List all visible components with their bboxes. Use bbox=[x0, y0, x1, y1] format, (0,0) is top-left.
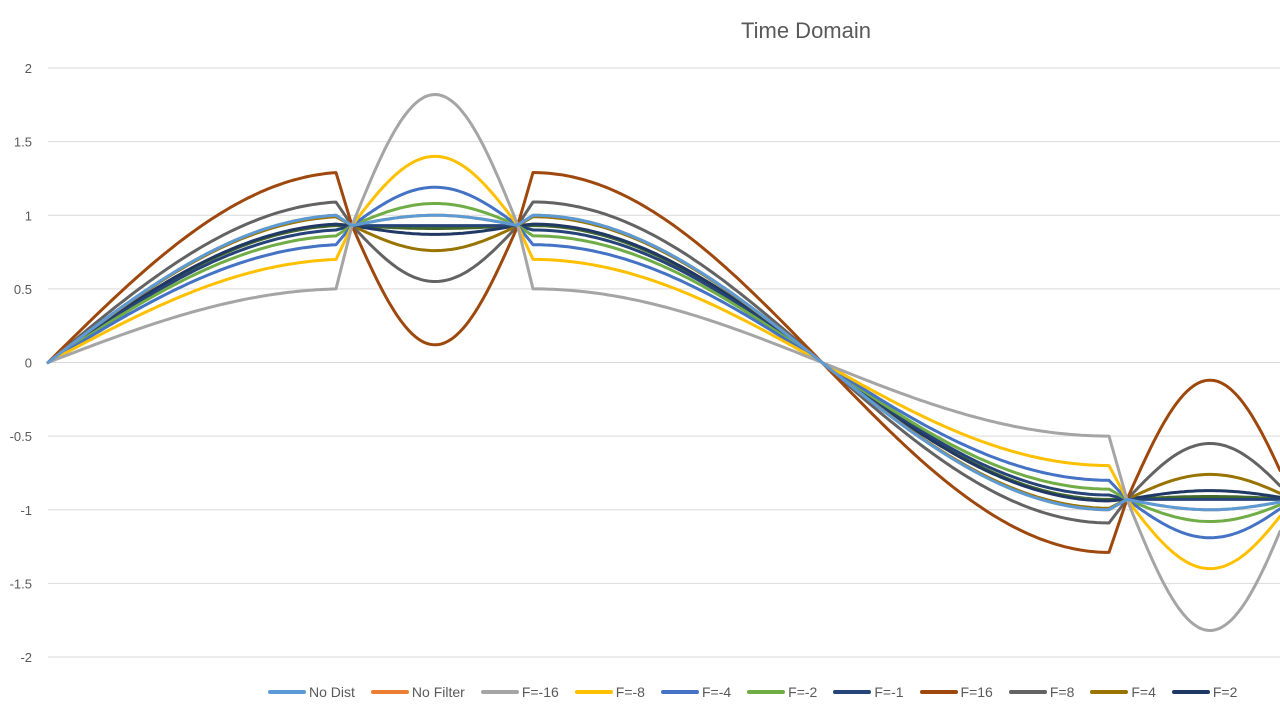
y-tick-label: 0.5 bbox=[14, 282, 32, 297]
legend-swatch bbox=[747, 690, 786, 694]
legend-swatch bbox=[370, 690, 409, 694]
legend-swatch bbox=[268, 690, 306, 694]
y-tick-label: -1.5 bbox=[10, 576, 32, 591]
series-line-f-4 bbox=[46, 185, 1280, 540]
legend-label: F=-4 bbox=[701, 684, 732, 700]
legend-label: F=8 bbox=[1049, 684, 1075, 700]
legend-item: F=-1 bbox=[833, 684, 904, 700]
legend-swatch bbox=[1171, 690, 1210, 694]
legend-item: F=-2 bbox=[747, 684, 817, 700]
legend-swatch bbox=[1008, 690, 1047, 694]
legend-label: F=4 bbox=[1131, 684, 1156, 700]
legend-item: F=16 bbox=[919, 684, 993, 700]
series-line-f-8 bbox=[46, 154, 1280, 571]
legend-swatch bbox=[574, 690, 613, 694]
series-line-f-8 bbox=[46, 200, 1280, 525]
legend-item: F=-16 bbox=[480, 684, 559, 700]
series-line-f-16 bbox=[46, 93, 1280, 632]
legend-item: F=8 bbox=[1008, 684, 1075, 700]
chart-legend: No Dist No Filter F=-16 F=-8 F=-4 F=-2 F=-1 F=1… bbox=[268, 682, 1253, 702]
y-tick-label: 2 bbox=[25, 61, 32, 76]
legend-swatch bbox=[833, 690, 872, 694]
legend-label: F=16 bbox=[960, 684, 993, 700]
y-tick-label: -1 bbox=[20, 503, 32, 518]
y-tick-label: -2 bbox=[20, 650, 32, 665]
series-line-f-2 bbox=[46, 202, 1280, 523]
legend-swatch bbox=[919, 690, 958, 694]
y-tick-label: -0.5 bbox=[10, 429, 32, 444]
chart-title: Time Domain bbox=[741, 18, 871, 43]
series-line-f-2 bbox=[46, 222, 1280, 503]
legend-swatch bbox=[660, 690, 699, 694]
legend-item: No Dist bbox=[268, 684, 355, 700]
legend-label: F=2 bbox=[1212, 684, 1238, 700]
legend-label: F=-2 bbox=[788, 684, 818, 700]
legend-swatch bbox=[480, 690, 519, 694]
series-line-f-16 bbox=[46, 171, 1280, 554]
legend-label: F=-1 bbox=[874, 684, 904, 700]
y-tick-label: 0 bbox=[25, 356, 32, 371]
legend-item: No Filter bbox=[370, 684, 465, 700]
y-tick-label: 1.5 bbox=[14, 135, 32, 150]
legend-item: F=-4 bbox=[660, 684, 732, 700]
legend-item: F=4 bbox=[1090, 684, 1156, 700]
legend-label: F=-8 bbox=[615, 684, 645, 700]
y-tick-label: 1 bbox=[25, 208, 32, 223]
series-line-f-1 bbox=[46, 224, 1280, 501]
legend-label: F=-16 bbox=[521, 684, 559, 700]
legend-item: F=-8 bbox=[574, 684, 645, 700]
legend-label: No Filter bbox=[411, 684, 465, 700]
legend-item: F=2 bbox=[1171, 684, 1238, 700]
legend-swatch bbox=[1090, 690, 1129, 694]
legend-label: No Dist bbox=[309, 684, 355, 700]
series-line-no-dist bbox=[46, 213, 1280, 512]
